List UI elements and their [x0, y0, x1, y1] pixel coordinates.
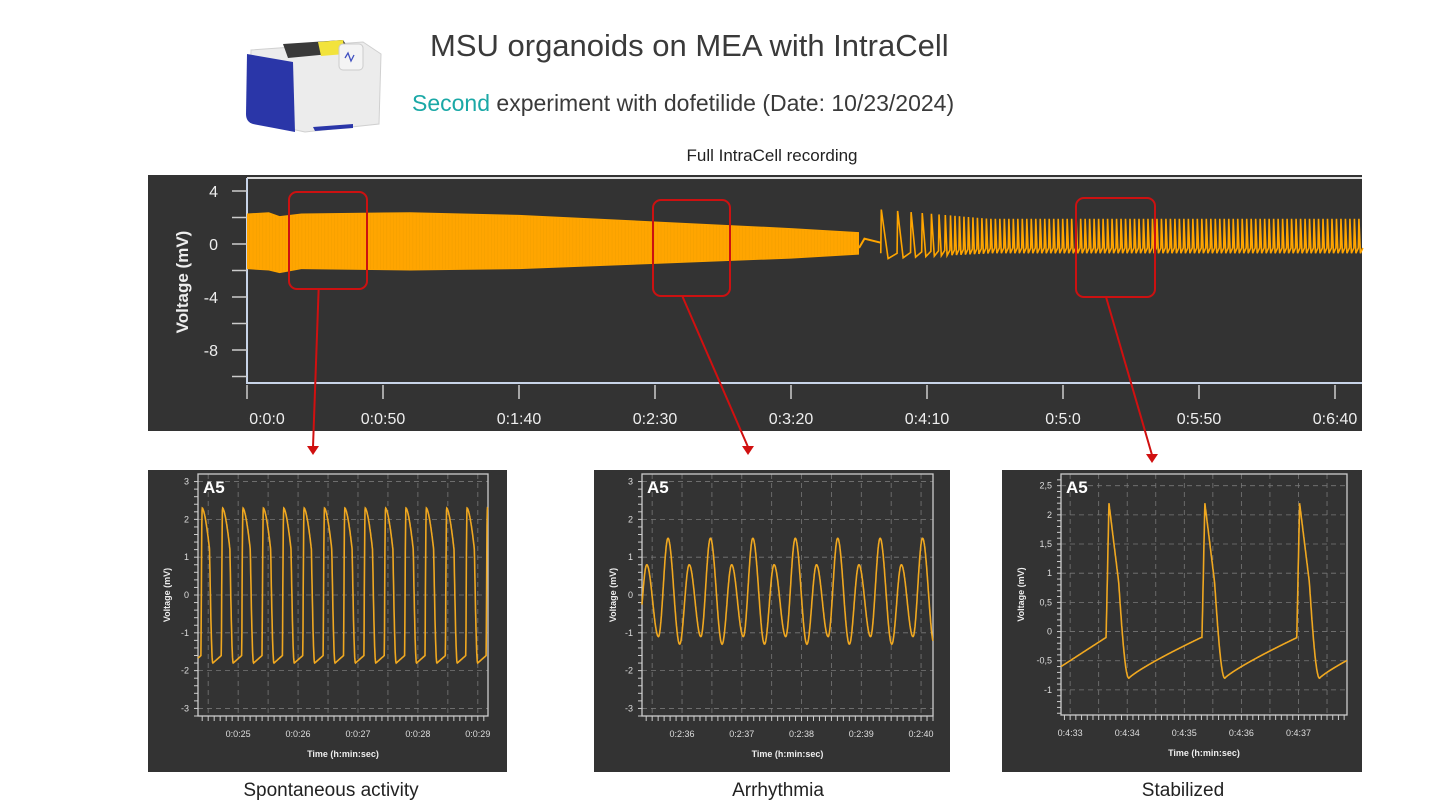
detail-chart-panel: [1002, 470, 1362, 772]
caption-spontaneous: Spontaneous activity: [243, 780, 419, 801]
y-tick-label: -3: [181, 703, 189, 713]
plot-frame: [1060, 473, 1348, 716]
x-tick-label: 0:2:38: [789, 729, 814, 739]
x-tick-label: 0:4:35: [1172, 728, 1197, 738]
x-tick-label: 0:4:33: [1058, 728, 1083, 738]
detail-chart-3: 2,5 2 1,5 1 0,5 0 -0,5 -1 0:4:33 0:4:34 0:4:35 0:4:…: [1002, 470, 1362, 772]
y-axis-label: Voltage (mV): [162, 568, 172, 622]
y-tick-label: -2: [625, 666, 633, 676]
y-tick-label: -1: [625, 628, 633, 638]
x-tick-label: 0:4:36: [1229, 728, 1254, 738]
channel-label: A5: [1066, 478, 1088, 497]
y-axis-label: Voltage (mV): [608, 568, 618, 622]
trace-recovered-beats: [879, 209, 1364, 260]
zoom-arrow-head: [742, 446, 754, 455]
x-tick-label: 0:4:34: [1115, 728, 1140, 738]
y-tick-label: 3: [184, 477, 189, 487]
x-tick-label: 0:2:37: [729, 729, 754, 739]
voltage-trace: [197, 506, 489, 665]
voltage-trace: [641, 537, 934, 646]
x-axis-label: Time (h:min:sec): [752, 749, 824, 759]
y-tick-label: -1: [181, 628, 189, 638]
x-tick-label: 0:5:0: [1045, 411, 1081, 428]
y-tick-label: 2: [1047, 510, 1052, 520]
x-tick-label: 0:3:20: [769, 411, 814, 428]
y-tick-label: 0,5: [1039, 597, 1052, 607]
x-tick-label: 0:0:27: [345, 729, 370, 739]
zoom-arrow-head: [307, 446, 319, 455]
y-tick-label: -1: [1044, 685, 1052, 695]
x-tick-label: 0:4:37: [1286, 728, 1311, 738]
y-tick-label: -3: [625, 703, 633, 713]
mea-device-icon: [246, 40, 382, 133]
y-tick-label: 0: [209, 237, 218, 254]
full-recording-chart: 4 0 -4 -8 Voltage (mV) 0:0:0 0:0:50 0:1:40 0:2:3…: [148, 175, 1364, 463]
channel-label: A5: [647, 478, 669, 497]
y-tick-label: 3: [628, 477, 633, 487]
y-tick-label: 0: [184, 590, 189, 600]
x-tick-label: 0:2:36: [670, 729, 695, 739]
y-tick-label: 2,5: [1039, 481, 1052, 491]
zoom-arrow-line: [1105, 296, 1153, 456]
mea-device-image: [243, 32, 383, 134]
x-axis-label: Time (h:min:sec): [307, 749, 379, 759]
x-tick-label: 0:5:50: [1177, 411, 1222, 428]
slide-subtitle: Second experiment with dofetilide (Date:…: [412, 90, 954, 117]
x-axis-label: Time (h:min:sec): [1168, 748, 1240, 758]
y-tick-label: 2: [628, 514, 633, 524]
y-tick-label: 1: [1047, 568, 1052, 578]
y-tick-label: -4: [204, 290, 218, 307]
y-tick-label: -0,5: [1036, 656, 1052, 666]
y-tick-label: 1: [184, 552, 189, 562]
channel-label: A5: [203, 478, 225, 497]
highlight-box: [652, 199, 731, 297]
detail-chart-1: 3 2 1 0 -1 -2 -3 0:0:25 0:0:26 0:0:27 0:0:28 0:0:29…: [148, 470, 507, 772]
x-tick-label: 0:0:26: [286, 729, 311, 739]
y-tick-label: 0: [1047, 627, 1052, 637]
y-tick-label: 2: [184, 514, 189, 524]
slide-title: MSU organoids on MEA with IntraCell: [430, 28, 949, 63]
voltage-trace: [1060, 503, 1348, 680]
x-tick-label: 0:2:39: [849, 729, 874, 739]
x-tick-label: 0:0:50: [361, 411, 406, 428]
x-tick-label: 0:0:28: [405, 729, 430, 739]
y-tick-label: 1,5: [1039, 539, 1052, 549]
x-tick-label: 0:0:25: [226, 729, 251, 739]
x-tick-label: 0:2:40: [909, 729, 934, 739]
trace-pause: [858, 237, 881, 249]
subtitle-accent: Second: [412, 90, 491, 116]
highlight-box: [1075, 197, 1156, 298]
zoom-arrow-head: [1146, 454, 1158, 463]
y-tick-label: -2: [181, 666, 189, 676]
zoom-arrow-line: [312, 288, 320, 448]
y-axis-label: Voltage (mV): [173, 231, 192, 334]
y-axis-label: Voltage (mV): [1016, 567, 1026, 621]
subtitle-text: experiment with dofetilide (Date: 10/23/…: [490, 90, 955, 116]
y-tick-label: 4: [209, 184, 218, 201]
caption-arrhythmia: Arrhythmia: [732, 780, 824, 801]
full-recording-title: Full IntraCell recording: [686, 146, 858, 165]
x-tick-label: 0:0:0: [249, 411, 285, 428]
x-tick-label: 0:0:29: [465, 729, 490, 739]
highlight-box: [288, 191, 368, 290]
x-tick-label: 0:6:40: [1313, 411, 1358, 428]
y-tick-label: 1: [628, 552, 633, 562]
detail-chart-2: 3 2 1 0 -1 -2 -3 0:2:36 0:2:37 0:2:38 0:2:39 0:2:40…: [594, 470, 950, 772]
x-tick-label: 0:2:30: [633, 411, 678, 428]
x-tick-label: 0:1:40: [497, 411, 542, 428]
y-tick-label: -8: [204, 343, 218, 360]
zoom-arrow-line: [681, 295, 749, 448]
y-tick-label: 0: [628, 590, 633, 600]
caption-stabilized: Stabilized: [1141, 780, 1225, 801]
x-tick-label: 0:4:10: [905, 411, 950, 428]
